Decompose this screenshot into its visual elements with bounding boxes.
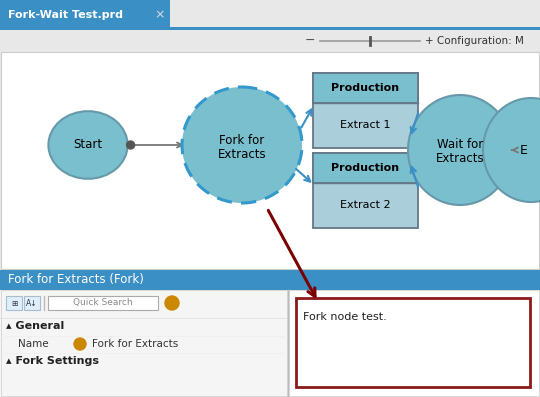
Text: Quick Search: Quick Search: [73, 299, 133, 308]
Text: Fork for Extracts: Fork for Extracts: [92, 339, 178, 349]
Bar: [1, 290, 287, 396]
Text: A↓: A↓: [26, 299, 38, 308]
Text: ⊞: ⊞: [11, 299, 17, 308]
Ellipse shape: [408, 95, 512, 205]
Text: Fork for Extracts (Fork): Fork for Extracts (Fork): [8, 274, 144, 287]
Text: ▴ Fork Settings: ▴ Fork Settings: [6, 356, 99, 366]
Text: + Configuration: M: + Configuration: M: [425, 35, 524, 46]
Bar: [0, 0, 540, 29]
Bar: [0, 270, 540, 290]
Ellipse shape: [182, 87, 302, 203]
Text: ×: ×: [155, 8, 165, 21]
Bar: [1, 52, 539, 269]
Bar: [313, 153, 418, 228]
Circle shape: [126, 141, 134, 149]
Bar: [313, 153, 418, 183]
Text: Production: Production: [332, 163, 400, 173]
Bar: [0, 27, 540, 30]
Text: Extracts: Extracts: [218, 148, 266, 160]
Bar: [0, 0, 170, 29]
Ellipse shape: [49, 111, 127, 179]
Bar: [24, 296, 40, 310]
Text: Production: Production: [332, 83, 400, 93]
Bar: [289, 290, 539, 396]
Text: Fork-Wait Test.prd: Fork-Wait Test.prd: [8, 10, 123, 19]
Text: Wait for: Wait for: [437, 137, 483, 150]
Circle shape: [165, 296, 179, 310]
Circle shape: [74, 338, 86, 350]
Bar: [0, 290, 540, 397]
Bar: [313, 73, 418, 103]
Text: Fork for: Fork for: [219, 135, 265, 148]
Bar: [6, 296, 22, 310]
Text: Fork node test.: Fork node test.: [303, 312, 387, 322]
Text: Name: Name: [18, 339, 49, 349]
Bar: [48, 296, 158, 310]
Text: Extracts: Extracts: [436, 152, 484, 164]
Text: −: −: [305, 34, 315, 47]
Text: Extract 1: Extract 1: [340, 121, 391, 131]
Bar: [296, 298, 530, 387]
Text: Start: Start: [73, 139, 103, 152]
Bar: [0, 29, 540, 52]
Text: Extract 2: Extract 2: [340, 200, 391, 210]
Text: ▴ General: ▴ General: [6, 321, 64, 331]
Ellipse shape: [483, 98, 540, 202]
Bar: [313, 73, 418, 148]
Text: E: E: [520, 143, 528, 156]
